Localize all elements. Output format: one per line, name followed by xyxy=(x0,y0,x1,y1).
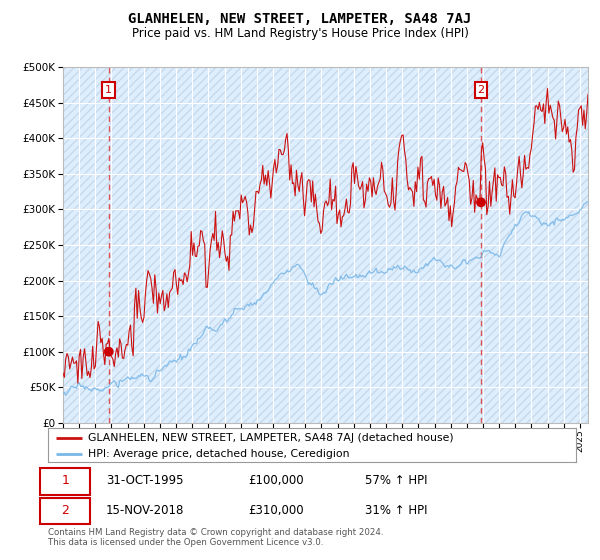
Text: Contains HM Land Registry data © Crown copyright and database right 2024.
This d: Contains HM Land Registry data © Crown c… xyxy=(48,528,383,547)
Text: 1: 1 xyxy=(105,85,112,95)
Text: £100,000: £100,000 xyxy=(248,474,304,487)
Text: 57% ↑ HPI: 57% ↑ HPI xyxy=(365,474,427,487)
Text: 31% ↑ HPI: 31% ↑ HPI xyxy=(365,503,427,517)
FancyBboxPatch shape xyxy=(40,498,90,524)
Text: GLANHELEN, NEW STREET, LAMPETER, SA48 7AJ: GLANHELEN, NEW STREET, LAMPETER, SA48 7A… xyxy=(128,12,472,26)
Text: 2: 2 xyxy=(61,503,70,517)
Text: 15-NOV-2018: 15-NOV-2018 xyxy=(106,503,184,517)
Point xyxy=(104,347,113,356)
Text: Price paid vs. HM Land Registry's House Price Index (HPI): Price paid vs. HM Land Registry's House … xyxy=(131,27,469,40)
Text: HPI: Average price, detached house, Ceredigion: HPI: Average price, detached house, Cere… xyxy=(88,449,349,459)
FancyBboxPatch shape xyxy=(40,468,90,494)
Point xyxy=(476,198,486,207)
Text: 1: 1 xyxy=(61,474,70,487)
Text: GLANHELEN, NEW STREET, LAMPETER, SA48 7AJ (detached house): GLANHELEN, NEW STREET, LAMPETER, SA48 7A… xyxy=(88,433,453,443)
Text: 31-OCT-1995: 31-OCT-1995 xyxy=(106,474,184,487)
Text: 2: 2 xyxy=(478,85,485,95)
Text: £310,000: £310,000 xyxy=(248,503,304,517)
